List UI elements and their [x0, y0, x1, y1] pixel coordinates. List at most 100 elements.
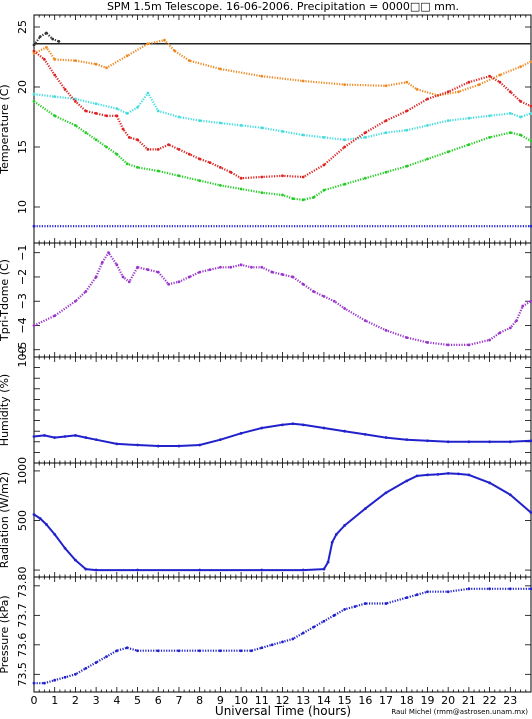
data-point	[53, 314, 57, 318]
data-point	[229, 170, 233, 174]
data-point	[105, 145, 108, 149]
data-point	[167, 143, 171, 147]
data-point	[446, 590, 450, 594]
data-point	[53, 95, 57, 98]
data-point	[446, 440, 450, 444]
data-point	[405, 80, 409, 84]
data-point	[42, 681, 46, 685]
data-point	[198, 179, 202, 183]
x-tick-label: 13	[296, 694, 310, 707]
data-point	[156, 270, 160, 274]
data-point	[156, 169, 160, 173]
data-point	[187, 152, 191, 156]
data-point	[94, 112, 98, 115]
data-point	[426, 473, 429, 477]
y-tick-label: −1	[16, 245, 29, 261]
chart-title: SPM 1.5m Telescope. 16-06-2006. Precipit…	[107, 0, 459, 13]
data-point	[136, 443, 139, 447]
series-line	[33, 422, 532, 447]
data-point	[74, 299, 77, 303]
data-point	[291, 637, 295, 641]
data-point	[250, 265, 253, 269]
data-point	[508, 326, 512, 330]
data-point	[84, 436, 88, 439]
series-line	[33, 472, 532, 572]
data-point	[343, 83, 347, 86]
data-point	[343, 307, 347, 310]
data-point	[467, 80, 471, 84]
data-point	[529, 112, 532, 115]
data-point	[94, 438, 98, 442]
data-point	[45, 523, 48, 526]
data-point	[281, 193, 284, 197]
data-point	[281, 130, 284, 133]
data-point	[467, 587, 471, 591]
y-tick-label: 10	[16, 200, 29, 214]
data-point	[322, 163, 326, 167]
data-point	[405, 596, 409, 600]
data-point	[105, 655, 108, 659]
x-tick-label: 0	[31, 694, 38, 707]
x-tick-label: 17	[379, 694, 393, 707]
data-point	[508, 112, 512, 115]
data-point	[32, 513, 36, 516]
data-point	[125, 162, 129, 166]
data-point	[508, 440, 512, 444]
data-point	[250, 649, 253, 653]
data-point	[529, 439, 532, 443]
y-tick-label: 1000	[16, 457, 29, 485]
data-point	[301, 79, 305, 83]
data-point	[177, 115, 181, 119]
data-point	[45, 31, 48, 35]
y-tick-label: −5	[16, 342, 29, 358]
data-point	[519, 100, 523, 103]
data-point	[498, 80, 502, 84]
data-point	[74, 124, 77, 127]
data-point	[84, 667, 88, 670]
data-point	[426, 97, 429, 101]
data-point	[312, 290, 315, 293]
data-point	[446, 472, 450, 475]
data-point	[218, 438, 222, 442]
data-point	[260, 646, 264, 650]
data-point	[84, 567, 88, 571]
y-tick-label: 73.7	[16, 603, 29, 628]
data-point	[467, 343, 471, 347]
data-point	[446, 150, 450, 154]
data-point	[32, 224, 36, 228]
data-point	[115, 152, 119, 156]
data-point	[312, 196, 315, 199]
data-point	[529, 60, 532, 64]
plot-frame	[33, 14, 532, 244]
data-point	[260, 126, 264, 130]
data-point	[384, 84, 388, 88]
x-tick-label: 4	[113, 694, 120, 707]
data-point	[115, 263, 119, 267]
data-point	[127, 136, 131, 139]
data-point	[187, 59, 191, 62]
data-point	[115, 649, 119, 653]
data-point	[208, 161, 212, 165]
data-point	[74, 434, 77, 437]
data-point	[146, 268, 150, 272]
chart-panel: 0 500 1000 Radiation (W/m2)	[0, 457, 532, 578]
data-point	[488, 114, 491, 118]
y-axis-label: Humidity (%)	[0, 374, 11, 446]
data-point	[229, 265, 233, 269]
data-point	[384, 328, 388, 332]
data-point	[38, 517, 42, 520]
data-point	[105, 114, 108, 118]
data-point	[63, 88, 67, 91]
data-point	[363, 319, 367, 323]
data-point	[488, 338, 491, 342]
data-point	[32, 324, 36, 327]
data-point	[488, 136, 491, 139]
data-point	[125, 112, 129, 115]
series-line	[33, 100, 532, 201]
x-tick-label: 11	[255, 694, 269, 707]
x-tick-label: 1	[51, 694, 58, 707]
data-point	[467, 440, 471, 444]
data-point	[508, 131, 512, 135]
data-point	[334, 532, 338, 536]
data-point	[281, 273, 284, 276]
